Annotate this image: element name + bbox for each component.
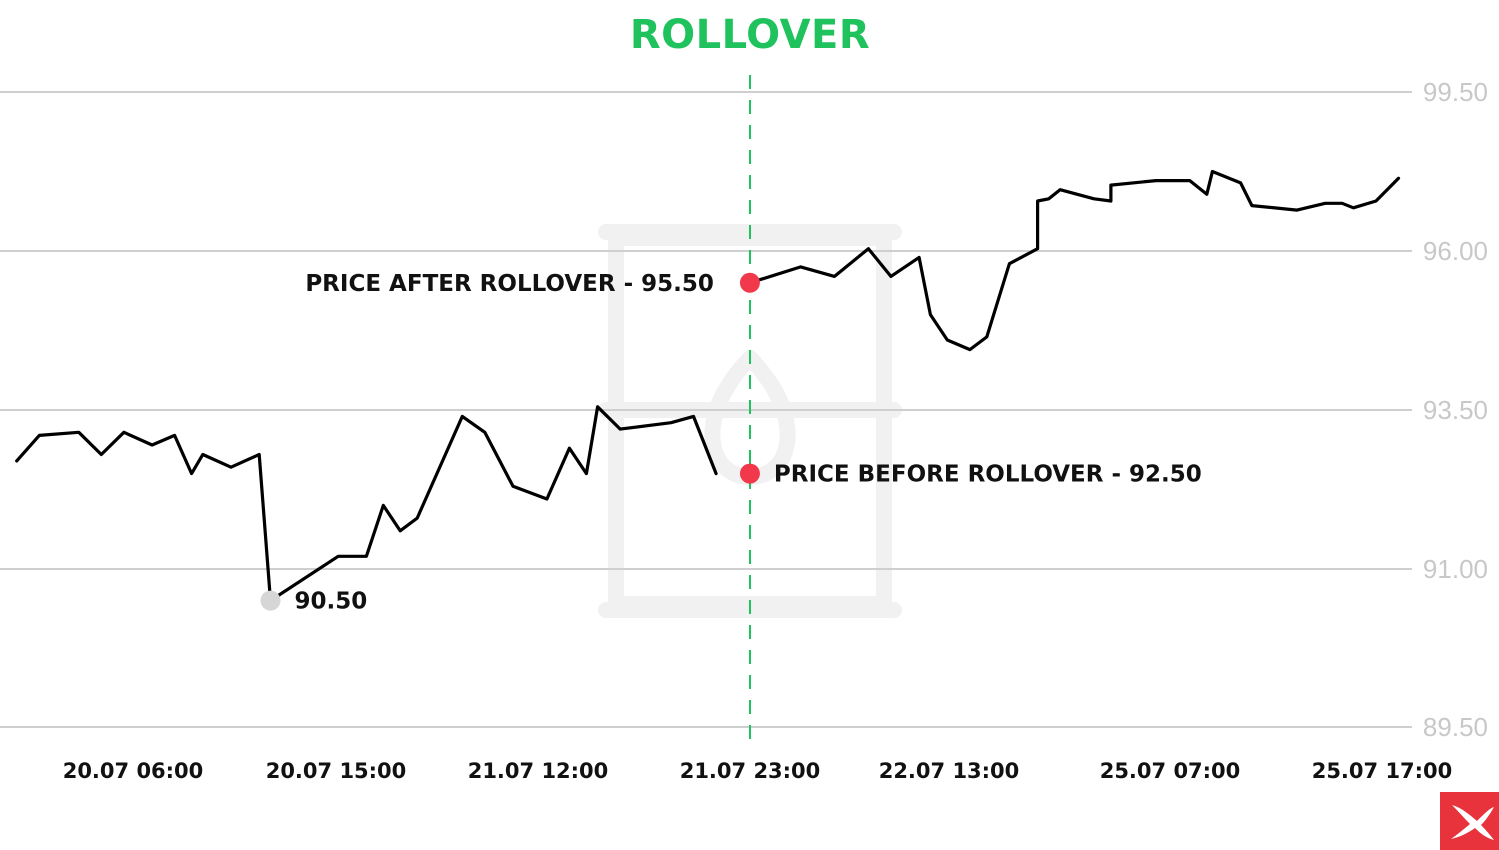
x-tick-label: 21.07 23:00: [680, 759, 821, 783]
x-tick-label: 21.07 12:00: [468, 759, 609, 783]
brand-logo-icon: [1440, 792, 1499, 850]
x-axis-ticks: 20.07 06:00 20.07 15:00 21.07 12:00 21.07 2…: [63, 759, 1453, 783]
low-point-marker: [260, 590, 281, 611]
annotation-labels: PRICE AFTER ROLLOVER - 95.50 PRICE BEFORE…: [295, 271, 1202, 615]
x-tick-label: 20.07 15:00: [266, 759, 407, 783]
y-tick-label: 91.00: [1423, 554, 1488, 584]
chart-title: ROLLOVER: [630, 12, 870, 58]
y-axis-ticks: 99.50 96.00 93.50 91.00 89.50: [1423, 77, 1488, 742]
x-tick-label: 25.07 17:00: [1312, 759, 1453, 783]
annotation-label: PRICE AFTER ROLLOVER - 95.50: [305, 271, 714, 297]
x-tick-label: 20.07 06:00: [63, 759, 204, 783]
rollover-price-marker: [739, 463, 760, 484]
series-line-after: [748, 169, 1401, 352]
annotation-label: 90.50: [295, 589, 368, 615]
annotation-markers: [260, 272, 760, 611]
x-tick-label: 22.07 13:00: [879, 759, 1020, 783]
y-tick-label: 93.50: [1423, 395, 1488, 425]
annotation-label: PRICE BEFORE ROLLOVER - 92.50: [774, 462, 1202, 488]
y-tick-label: 96.00: [1423, 236, 1488, 266]
rollover-price-marker: [739, 272, 760, 293]
x-tick-label: 25.07 07:00: [1100, 759, 1241, 783]
grid-lines: [0, 91, 1412, 728]
y-tick-label: 99.50: [1423, 77, 1488, 107]
price-series: [15, 169, 1401, 603]
series-line-before: [15, 405, 718, 603]
y-tick-label: 89.50: [1423, 712, 1488, 742]
